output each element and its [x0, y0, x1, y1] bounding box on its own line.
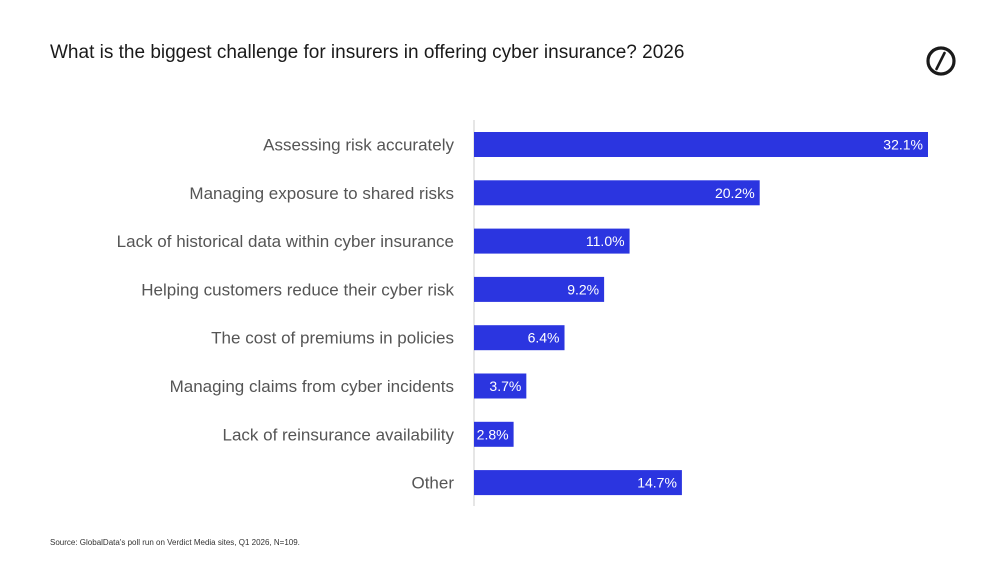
brand-logo-icon: [926, 46, 956, 76]
bar: [474, 228, 630, 254]
data-label: 14.7%: [637, 475, 677, 491]
data-label: 2.8%: [477, 426, 509, 442]
category-label: The cost of premiums in policies: [211, 329, 454, 348]
data-label: 11.0%: [586, 233, 625, 249]
bar: [474, 276, 605, 302]
category-label: Managing exposure to shared risks: [189, 184, 454, 203]
bar: [474, 470, 682, 496]
bar: [474, 180, 760, 206]
category-label: Helping customers reduce their cyber ris…: [141, 280, 454, 299]
category-label: Assessing risk accurately: [263, 136, 454, 155]
data-label: 32.1%: [883, 137, 923, 153]
source-note: Source: GlobalData's poll run on Verdict…: [50, 538, 300, 547]
data-label: 6.4%: [528, 330, 560, 346]
category-label: Other: [411, 474, 454, 493]
bar: [474, 325, 565, 351]
data-label: 9.2%: [567, 281, 599, 297]
category-label: Lack of reinsurance availability: [222, 425, 454, 444]
data-label: 20.2%: [715, 185, 755, 201]
chart-title: What is the biggest challenge for insure…: [50, 42, 685, 63]
category-label: Lack of historical data within cyber ins…: [117, 232, 454, 251]
bar: [474, 373, 527, 399]
data-label: 3.7%: [489, 378, 521, 394]
bar: [474, 421, 514, 447]
category-label: Managing claims from cyber incidents: [170, 377, 454, 396]
bar: [474, 132, 928, 157]
